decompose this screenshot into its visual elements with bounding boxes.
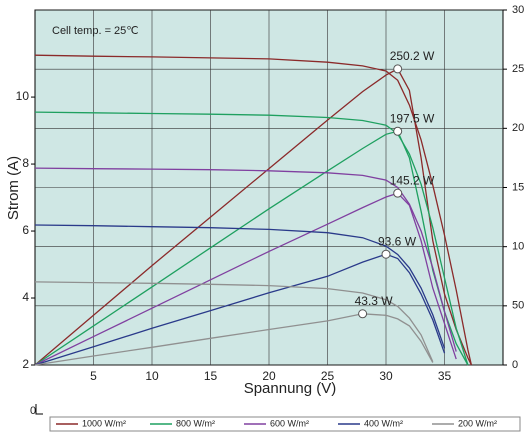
y-axis-label: Strom (A) — [5, 156, 22, 220]
y2-tick-label: 25 — [512, 63, 524, 75]
y2-tick-label: 50 — [512, 300, 524, 312]
power-curve — [34, 313, 434, 366]
legend-label: 1000 W/m² — [82, 418, 126, 428]
y2-tick-label: 10 — [512, 241, 524, 253]
y-tick-label: 8 — [22, 156, 29, 170]
y2-tick-label: 0 — [512, 359, 518, 371]
x-tick-label: 25 — [321, 369, 335, 383]
y-tick-label: 6 — [22, 223, 29, 237]
power-curve — [34, 68, 472, 366]
x-tick-label: 35 — [438, 369, 452, 383]
curves — [34, 54, 473, 366]
peak-marker — [393, 64, 403, 74]
peak-label: 93.6 W — [378, 234, 417, 248]
peak-marker — [358, 309, 368, 319]
peak-marker — [381, 249, 391, 259]
y-tick-label: 10 — [16, 89, 30, 103]
x-tick-label: 30 — [379, 369, 393, 383]
current-curve — [34, 281, 434, 362]
legend-label: 400 W/m² — [364, 418, 403, 428]
corner-label: 0 — [30, 405, 36, 417]
y2-tick-label: 30 — [512, 4, 524, 16]
annotation: Cell temp. = 25℃ — [52, 25, 139, 37]
x-tick-label: 5 — [90, 369, 97, 383]
axis-break — [35, 404, 43, 415]
legend-label: 600 W/m² — [270, 418, 309, 428]
legend-label: 800 W/m² — [176, 418, 215, 428]
legend — [49, 416, 521, 432]
current-curve — [34, 224, 446, 349]
peak-label: 145.2 W — [390, 173, 435, 187]
legend-label: 200 W/m² — [458, 418, 497, 428]
y2-tick-label: 15 — [512, 181, 524, 193]
peak-label: 197.5 W — [390, 111, 435, 125]
current-curve — [34, 111, 469, 366]
y2-tick-label: 20 — [512, 122, 524, 134]
peak-marker — [393, 126, 403, 136]
peak-marker — [393, 188, 403, 198]
x-tick-label: 10 — [145, 369, 159, 383]
x-tick-label: 15 — [204, 369, 218, 383]
y-tick-label: 2 — [22, 357, 29, 371]
power-curve — [34, 192, 457, 366]
power-curve — [34, 253, 446, 366]
x-tick-label: 20 — [262, 369, 276, 383]
x-axis-label: Spannung (V) — [244, 380, 337, 397]
peak-label: 43.3 W — [355, 294, 394, 308]
current-curve — [34, 167, 457, 352]
current-curve — [34, 54, 473, 366]
grid — [35, 9, 503, 366]
y-tick-label: 4 — [22, 290, 29, 304]
peak-label: 250.2 W — [390, 49, 435, 63]
